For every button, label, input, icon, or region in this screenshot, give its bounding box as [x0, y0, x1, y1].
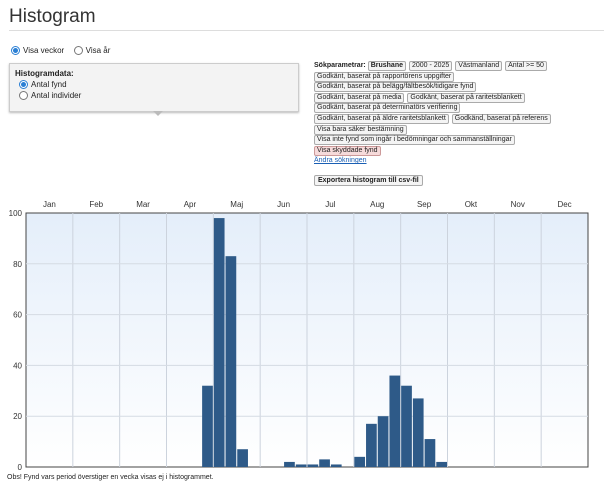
param-tag: Godkänt, baserat på media	[314, 92, 405, 103]
param-row: Godkänt, baserat på determinatörs verifi…	[314, 103, 594, 114]
radio-visa-ar[interactable]: Visa år	[73, 46, 111, 55]
y-tick-label: 100	[9, 209, 23, 218]
radio-visa-veckor[interactable]: Visa veckor	[11, 46, 64, 55]
histogram-bar	[389, 375, 401, 467]
month-label: Nov	[511, 200, 525, 209]
histogram-bar	[401, 385, 412, 467]
param-tag: 2000 - 2025	[408, 61, 453, 71]
param-tag: Visa inte fynd som ingår i bedömningar o…	[314, 135, 515, 146]
param-tag: Antal >= 50	[505, 61, 547, 71]
param-row: Visa skyddade fynd	[314, 145, 594, 157]
y-tick-label: 0	[18, 463, 23, 472]
panel-heading: Histogramdata:	[15, 69, 74, 78]
histogram-bar	[237, 449, 248, 467]
month-label: Okt	[465, 200, 478, 209]
histogram-bar	[366, 423, 377, 467]
histogram-bar	[330, 464, 342, 467]
radio-label: Visa år	[85, 46, 111, 55]
page-title: Histogram	[9, 6, 96, 27]
param-tag: Godkänt, baserat på determinatörs verifi…	[314, 103, 461, 114]
histogram-bar	[354, 456, 366, 467]
param-tag: Visa bara säker bestämning	[314, 124, 407, 135]
param-row: Sökparametrar: Brushane 2000 - 2025 Väst…	[314, 61, 594, 72]
divider	[9, 30, 604, 31]
params-label: Sökparametrar:	[314, 62, 366, 69]
param-row: Godkänt, baserat på äldre raritetsblanke…	[314, 113, 594, 125]
param-tag: Visa skyddade fynd	[314, 145, 381, 156]
param-tag: Godkänt, baserat på belägg/fältbesök/tid…	[314, 82, 477, 93]
param-tag: Godkänt, baserat på raritetsblankett	[407, 92, 525, 103]
month-label: Jul	[325, 200, 335, 209]
param-row: Visa bara säker bestämning	[314, 124, 594, 136]
radio-antal-individer[interactable]: Antal individer	[19, 91, 298, 100]
change-search-link[interactable]: Ändra sökningen	[314, 157, 367, 165]
histogram-bar	[424, 439, 436, 467]
histogram-bar	[295, 464, 307, 467]
month-label: Jun	[277, 200, 290, 209]
panel-arrow-icon	[153, 111, 163, 121]
param-tag: Godkänt, baserat på rapportörens uppgift…	[314, 71, 455, 82]
footnote: Obs! Fynd vars period överstiger en veck…	[7, 474, 214, 481]
histogram-bar	[213, 218, 225, 467]
month-label: Apr	[184, 200, 197, 209]
y-tick-label: 20	[13, 412, 22, 421]
histogram-bar	[412, 398, 424, 467]
param-tag: Godkänd, baserat på referens	[451, 113, 551, 124]
histogram-bar	[202, 385, 213, 467]
histogram-bar	[307, 464, 319, 467]
histogram-bar	[284, 461, 295, 467]
radio-antal-fynd[interactable]: Antal fynd	[19, 80, 298, 89]
histogram-bar	[319, 459, 330, 467]
y-tick-label: 60	[13, 311, 22, 320]
param-row: Godkänt, baserat på belägg/fältbesök/tid…	[314, 82, 594, 93]
param-tag: Västmanland	[455, 61, 503, 71]
param-tag: Godkänt, baserat på äldre raritetsblanke…	[314, 113, 449, 124]
y-tick-label: 40	[13, 361, 22, 370]
month-label: Sep	[417, 200, 432, 209]
view-mode-group: Visa veckor Visa år	[11, 42, 115, 60]
radio-label: Visa veckor	[23, 46, 65, 55]
param-tag: Brushane	[367, 61, 406, 71]
radio-label: Antal individer	[31, 91, 82, 100]
histogram-bar	[225, 256, 237, 467]
param-row: Visa inte fynd som ingår i bedömningar o…	[314, 135, 594, 146]
month-label: Maj	[230, 200, 243, 209]
search-params: Sökparametrar: Brushane 2000 - 2025 Väst…	[314, 61, 594, 167]
y-tick-label: 80	[13, 260, 22, 269]
month-label: Dec	[557, 200, 571, 209]
month-label: Aug	[370, 200, 384, 209]
month-label: Feb	[89, 200, 103, 209]
histogram-data-panel: Histogramdata: Antal fynd Antal individe…	[9, 63, 299, 112]
histogram-bar	[436, 461, 447, 467]
histogram-chart: Jan Feb Mar Apr Maj Jun Jul Aug Sep Okt Nov Dec 0 20 4…	[9, 200, 589, 472]
histogram-bar	[377, 416, 389, 467]
param-row: Godkänt, baserat på rapportörens uppgift…	[314, 71, 594, 83]
month-label: Mar	[136, 200, 150, 209]
export-csv-button[interactable]: Exportera histogram till csv-fil	[314, 175, 423, 186]
month-label: Jan	[43, 200, 56, 209]
radio-label: Antal fynd	[31, 80, 67, 89]
param-row: Godkänt, baserat på media Godkänt, baser…	[314, 92, 594, 104]
